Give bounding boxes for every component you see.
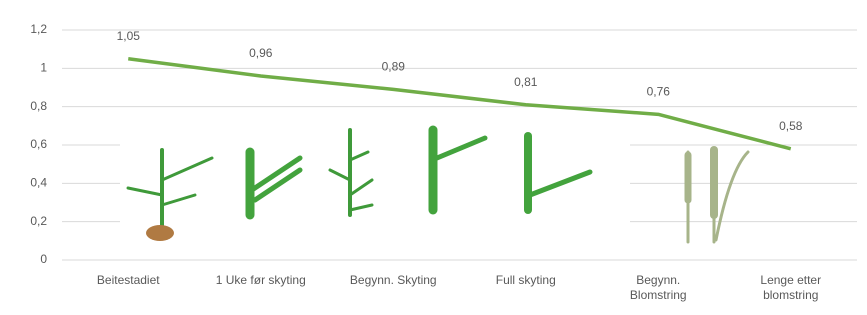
y-tick-label: 0,8 <box>30 99 47 113</box>
x-tick-label: Begynn. Skyting <box>350 273 437 287</box>
data-label: 0,81 <box>514 75 538 89</box>
x-tick-label: Begynn.Blomstring <box>630 273 687 302</box>
data-label: 0,58 <box>779 119 803 133</box>
y-tick-label: 0,6 <box>30 137 47 151</box>
y-tick-label: 0,4 <box>30 176 47 190</box>
data-label: 0,89 <box>382 60 406 74</box>
data-label: 0,76 <box>647 85 671 99</box>
data-label: 0,96 <box>249 46 273 60</box>
chart: 00,20,40,60,811,2 Beitestadiet1 Uke før … <box>0 0 867 315</box>
y-tick-label: 1 <box>40 61 47 75</box>
y-tick-label: 0 <box>40 252 47 266</box>
x-tick-label: Full skyting <box>496 273 556 287</box>
illustration-panel <box>120 130 630 250</box>
y-tick-label: 0,2 <box>30 214 47 228</box>
x-tick-label: Beitestadiet <box>97 273 160 287</box>
data-label: 1,05 <box>117 29 141 43</box>
y-tick-label: 1,2 <box>30 22 47 36</box>
x-tick-label: 1 Uke før skyting <box>216 273 306 287</box>
